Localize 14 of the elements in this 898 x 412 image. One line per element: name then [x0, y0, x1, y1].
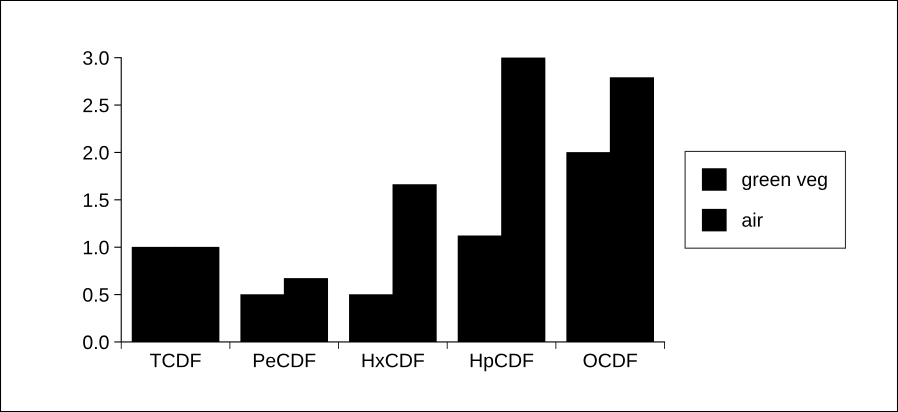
y-tick-label: 2.5 [83, 98, 109, 112]
y-tick-label: 3.0 [83, 51, 109, 65]
x-tick-label: HpCDF [470, 354, 534, 372]
x-tick-label: PeCDF [254, 354, 316, 368]
x-tick-label: OCDF [584, 354, 637, 368]
x-tick-label: HxCDF [362, 354, 424, 368]
legend-label: air [742, 212, 763, 227]
y-tick-label: 0.5 [83, 288, 109, 302]
y-tick-label: 0.0 [83, 335, 109, 350]
y-tick-label: 1.5 [84, 193, 109, 208]
y-tick-label: 1.0 [84, 240, 109, 254]
legend-label: green veg [742, 176, 827, 190]
y-tick-label: 2.0 [83, 146, 109, 160]
x-tick-label: TCDF [150, 354, 201, 368]
